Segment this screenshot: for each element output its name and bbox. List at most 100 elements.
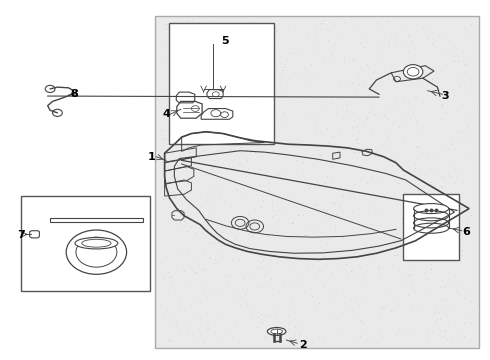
Point	[315, 300, 322, 306]
Point	[400, 82, 408, 88]
Point	[458, 167, 466, 173]
Point	[294, 212, 302, 218]
Point	[441, 252, 448, 258]
Point	[340, 55, 348, 61]
Point	[424, 153, 432, 159]
Point	[271, 26, 279, 32]
Point	[188, 141, 196, 147]
Point	[448, 139, 456, 144]
Point	[406, 329, 414, 335]
Point	[168, 134, 175, 139]
Point	[328, 53, 336, 58]
Point	[414, 195, 422, 201]
Point	[170, 119, 178, 125]
Point	[265, 180, 272, 186]
Point	[425, 69, 433, 75]
Point	[413, 118, 420, 123]
Point	[200, 291, 208, 297]
Point	[412, 94, 419, 100]
Point	[449, 163, 457, 169]
Point	[340, 59, 348, 65]
Point	[342, 187, 349, 193]
Point	[290, 50, 298, 56]
Point	[277, 76, 285, 81]
Point	[271, 212, 279, 218]
Point	[374, 211, 382, 217]
Point	[194, 59, 201, 65]
Point	[188, 17, 196, 22]
Point	[462, 135, 470, 140]
Point	[331, 228, 339, 233]
Point	[300, 288, 308, 294]
Point	[422, 287, 430, 293]
Point	[280, 64, 288, 69]
Point	[338, 34, 345, 40]
Point	[209, 287, 217, 293]
Point	[343, 261, 350, 267]
Point	[327, 100, 335, 105]
Point	[411, 266, 418, 271]
Point	[398, 220, 406, 226]
Point	[263, 233, 271, 239]
Point	[352, 123, 360, 129]
Point	[281, 255, 289, 260]
Point	[323, 125, 331, 130]
Point	[427, 266, 435, 272]
Point	[274, 42, 282, 48]
Point	[430, 153, 438, 159]
Point	[415, 81, 422, 87]
Point	[164, 337, 171, 343]
Point	[345, 195, 353, 201]
Point	[317, 258, 324, 264]
Point	[227, 271, 235, 277]
Point	[196, 332, 204, 337]
Point	[404, 49, 412, 55]
Point	[420, 258, 428, 264]
Point	[354, 116, 362, 122]
Point	[257, 95, 265, 101]
Point	[214, 239, 221, 244]
Point	[207, 58, 215, 64]
Point	[158, 132, 166, 138]
Point	[237, 302, 245, 308]
Point	[244, 211, 252, 217]
Point	[259, 120, 267, 126]
Point	[214, 173, 221, 179]
Point	[384, 18, 392, 24]
Point	[218, 253, 226, 259]
Point	[391, 157, 398, 163]
Point	[413, 254, 421, 260]
Point	[356, 40, 364, 46]
Point	[193, 28, 201, 34]
Point	[245, 87, 253, 93]
Point	[269, 333, 276, 338]
Point	[275, 289, 283, 295]
Point	[407, 216, 415, 222]
Point	[265, 172, 272, 178]
Point	[340, 235, 347, 241]
Point	[279, 109, 287, 114]
Point	[247, 233, 255, 238]
Point	[277, 325, 285, 330]
Point	[215, 195, 222, 201]
Point	[419, 24, 427, 30]
Point	[192, 145, 200, 151]
Point	[210, 165, 218, 170]
Point	[318, 206, 326, 211]
Point	[454, 58, 462, 64]
Point	[191, 81, 198, 87]
Point	[204, 218, 212, 224]
Point	[301, 81, 309, 87]
Point	[305, 228, 313, 234]
Point	[355, 128, 363, 134]
Point	[180, 307, 188, 313]
Point	[343, 275, 351, 280]
Point	[188, 116, 196, 122]
Point	[432, 317, 440, 323]
Point	[200, 92, 208, 98]
Point	[199, 148, 207, 153]
Point	[292, 324, 299, 329]
Point	[454, 108, 462, 114]
Point	[278, 119, 286, 125]
Point	[248, 57, 256, 63]
